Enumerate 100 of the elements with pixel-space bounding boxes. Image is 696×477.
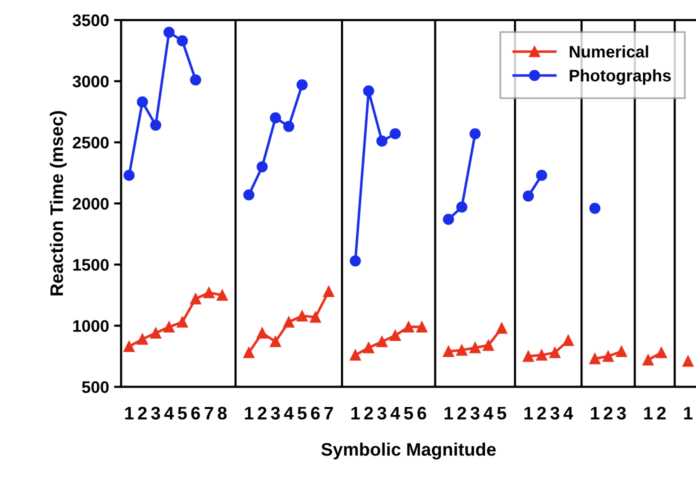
x-tick-label: 3 <box>377 406 386 420</box>
point <box>216 290 228 301</box>
point <box>163 321 175 332</box>
point <box>176 35 188 46</box>
point <box>124 340 135 352</box>
x-tick-label: 6 <box>418 406 426 420</box>
point <box>323 286 334 298</box>
point <box>124 170 135 181</box>
point <box>190 74 202 86</box>
x-tick-label: 5 <box>298 406 307 420</box>
point <box>390 128 401 140</box>
x-tick-label: 2 <box>258 406 266 420</box>
y-axis-title: Reaction Time (msec) <box>50 111 67 296</box>
x-tick-label: 3 <box>151 406 160 420</box>
x-tick-label: 2 <box>604 406 612 420</box>
point <box>536 170 548 181</box>
point <box>602 350 614 362</box>
x-tick-label: 1 <box>244 406 254 420</box>
y-tick-label: 500 <box>82 381 109 394</box>
x-tick-label: 1 <box>684 406 693 420</box>
point <box>470 342 481 354</box>
x-tick-label: 6 <box>191 406 200 420</box>
x-tick-label: 3 <box>550 406 560 420</box>
point <box>416 321 428 332</box>
point <box>470 128 481 140</box>
x-tick-label: 8 <box>218 406 227 420</box>
point <box>376 136 388 147</box>
point <box>589 353 600 364</box>
point <box>442 214 454 225</box>
point <box>363 342 374 354</box>
point <box>256 327 268 339</box>
x-tick-label: 1 <box>524 406 533 420</box>
point <box>522 190 534 202</box>
point <box>203 287 214 298</box>
y-tick-label: 3500 <box>72 14 109 26</box>
point <box>190 293 202 304</box>
x-tick-label: 4 <box>484 406 494 420</box>
legend-label: Numerical <box>570 45 648 58</box>
x-tick-label: 5 <box>404 406 414 420</box>
point <box>656 347 667 358</box>
x-tick-label: 1 <box>644 406 653 420</box>
legend-label: Photographs <box>570 69 671 85</box>
y-tick-label: 1500 <box>73 258 109 271</box>
point <box>283 316 294 328</box>
point <box>150 327 162 339</box>
point <box>243 347 254 358</box>
point <box>376 336 388 348</box>
point <box>256 161 268 172</box>
x-tick-label: 2 <box>537 406 546 420</box>
x-tick-label: 1 <box>590 406 600 420</box>
point <box>136 334 148 345</box>
x-tick-label: 3 <box>616 406 626 420</box>
x-tick-label: 5 <box>178 406 187 420</box>
x-tick-label: 4 <box>164 406 174 420</box>
point <box>496 322 508 334</box>
point <box>456 202 468 213</box>
x-tick-label: 4 <box>390 406 400 420</box>
point <box>350 350 361 361</box>
point <box>562 334 574 346</box>
point <box>682 356 694 367</box>
point <box>456 344 468 356</box>
x-tick-label: 7 <box>324 406 333 420</box>
x-tick-label: 1 <box>125 406 134 420</box>
x-tick-label: 2 <box>457 406 466 420</box>
x-tick-label: 4 <box>284 406 294 420</box>
point <box>310 312 321 323</box>
x-tick-label: 3 <box>270 406 280 420</box>
point <box>482 340 494 351</box>
point <box>270 336 282 348</box>
point <box>442 346 454 357</box>
x-tick-label: 7 <box>204 406 214 420</box>
point <box>350 255 361 266</box>
point <box>402 321 414 332</box>
x-tick-label: 4 <box>564 406 574 420</box>
x-axis-title: Symbolic Magnitude <box>321 442 496 460</box>
point <box>296 79 308 90</box>
point <box>243 189 254 200</box>
point <box>522 350 534 362</box>
y-tick-label: 2000 <box>72 198 109 210</box>
point <box>150 120 162 131</box>
point <box>642 354 654 366</box>
point <box>270 112 282 124</box>
x-tick-label: 5 <box>497 406 506 420</box>
x-tick-label: 1 <box>444 406 453 420</box>
point <box>589 202 600 214</box>
point <box>163 26 175 38</box>
x-tick-label: 2 <box>364 406 373 420</box>
x-tick-label: 2 <box>657 406 666 420</box>
x-tick-label: 1 <box>351 406 360 420</box>
point <box>176 316 188 328</box>
x-tick-label: 6 <box>311 406 320 420</box>
point <box>616 346 628 357</box>
point <box>136 96 148 108</box>
point <box>283 120 294 132</box>
point <box>296 310 308 322</box>
point <box>363 85 374 97</box>
point <box>549 347 560 358</box>
point <box>536 350 548 361</box>
x-tick-label: 2 <box>138 406 147 420</box>
x-tick-label: 3 <box>470 406 480 420</box>
